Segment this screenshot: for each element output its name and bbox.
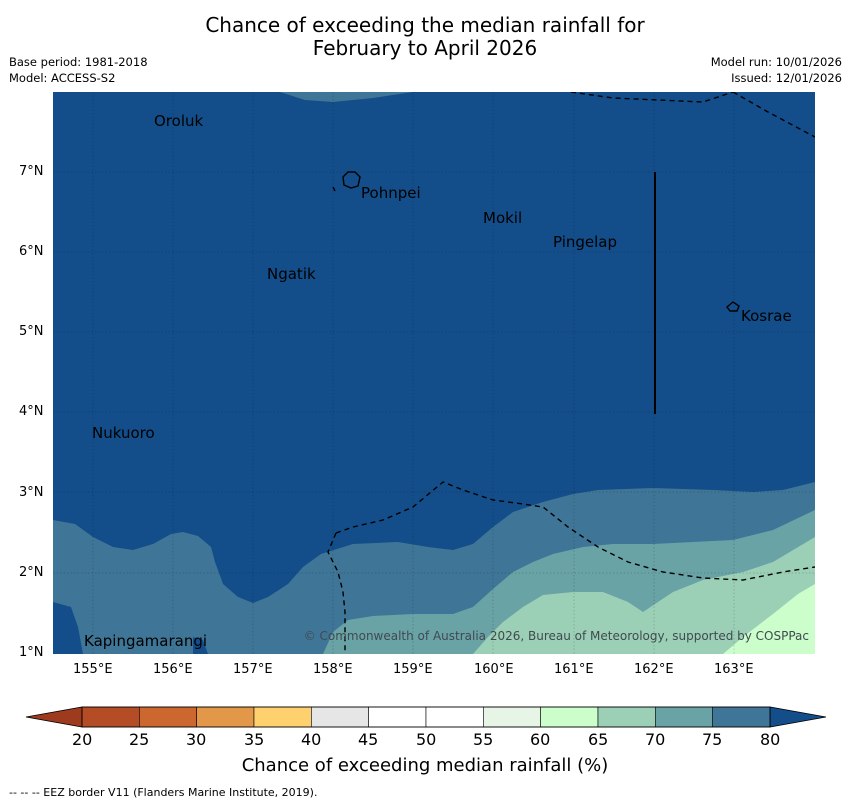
issued-text: Issued: 12/01/2026 [731, 71, 842, 85]
lon-label-162: 162°E [634, 662, 674, 677]
place-mokil: Mokil [483, 209, 522, 227]
colorbar-cell [253, 706, 312, 728]
eez-border [327, 92, 815, 654]
colorbar-title: Chance of exceeding median rainfall (%) [241, 755, 609, 776]
place-nukuoro: Nukuoro [92, 424, 155, 442]
place-oroluk: Oroluk [154, 112, 203, 130]
kapinga-patch-2 [193, 637, 208, 654]
band-60-65 [723, 584, 815, 654]
cbar-tick-50: 50 [416, 730, 437, 749]
band-75-80-top [280, 92, 413, 102]
kosrae-island [726, 301, 740, 312]
cbar-tick-25: 25 [129, 730, 150, 749]
rainfall-map: Oroluk Pohnpei Mokil Pingelap Ngatik Kos… [53, 92, 815, 654]
lat-label-5: 5°N [19, 324, 44, 339]
colorbar-cell [712, 706, 771, 728]
cbar-tick-75: 75 [702, 730, 723, 749]
lat-label-4: 4°N [19, 404, 44, 419]
meta-left: Base period: 1981-2018 Model: ACCESS-S2 [9, 54, 148, 86]
base-period-text: Base period: 1981-2018 [9, 55, 148, 69]
lon-label-161: 161°E [554, 662, 594, 677]
place-pohnpei: Pohnpei [361, 184, 421, 202]
colorbar-high-arrow [769, 706, 827, 728]
colorbar-cell [483, 706, 541, 728]
title-line-1: Chance of exceeding the median rainfall … [205, 13, 645, 37]
colorbar-cell [597, 706, 656, 728]
colorbar-cell [368, 706, 427, 728]
lat-label-7: 7°N [19, 164, 44, 179]
cbar-tick-30: 30 [186, 730, 207, 749]
lon-label-160: 160°E [474, 662, 514, 677]
model-text: Model: ACCESS-S2 [9, 71, 116, 85]
place-pingelap: Pingelap [553, 233, 617, 251]
colorbar-cell [311, 706, 369, 728]
lat-label-1: 1°N [19, 645, 44, 660]
cbar-tick-65: 65 [588, 730, 609, 749]
cbar-tick-20: 20 [72, 730, 93, 749]
colorbar-cell [655, 706, 713, 728]
cbar-tick-55: 55 [473, 730, 494, 749]
colorbar-low-arrow [25, 706, 83, 728]
lat-label-6: 6°N [19, 244, 44, 259]
place-labels: Oroluk Pohnpei Mokil Pingelap Ngatik Kos… [84, 112, 792, 650]
lon-label-155: 155°E [73, 662, 113, 677]
colorbar-cells [81, 706, 771, 728]
cbar-tick-60: 60 [530, 730, 551, 749]
lon-label-158: 158°E [313, 662, 353, 677]
lon-label-157: 157°E [233, 662, 273, 677]
kapinga-patch [53, 602, 83, 654]
lat-label-2: 2°N [19, 565, 44, 580]
place-ngatik: Ngatik [267, 265, 316, 283]
small-islet [332, 186, 336, 192]
cbar-tick-35: 35 [244, 730, 265, 749]
cbar-tick-45: 45 [358, 730, 379, 749]
lat-label-3: 3°N [19, 485, 44, 500]
lon-label-159: 159°E [393, 662, 433, 677]
colorbar-cell [540, 706, 599, 728]
band-65-70 [473, 537, 815, 654]
pohnpei-island [342, 171, 361, 189]
colorbar-cell [425, 706, 484, 728]
colorbar-cell [196, 706, 255, 728]
meta-right: Model run: 10/01/2026 Issued: 12/01/2026 [711, 54, 842, 86]
cbar-tick-80: 80 [760, 730, 781, 749]
eez-footnote: -- -- -- EEZ border V11 (Flanders Marine… [9, 786, 318, 799]
cbar-tick-40: 40 [301, 730, 322, 749]
chart-title: Chance of exceeding the median rainfall … [0, 14, 850, 60]
place-kosrae: Kosrae [741, 307, 792, 325]
lon-label-156: 156°E [153, 662, 193, 677]
island-outlines [332, 171, 740, 312]
cbar-tick-70: 70 [645, 730, 666, 749]
copyright-text: © Commonwealth of Australia 2026, Bureau… [304, 629, 809, 643]
colorbar-cell [81, 706, 140, 728]
colorbar-cell [139, 706, 197, 728]
title-line-2: February to April 2026 [312, 36, 538, 60]
place-kapingamarangi: Kapingamarangi [84, 632, 207, 650]
colorbar [25, 706, 827, 728]
lon-label-163: 163°E [714, 662, 754, 677]
model-run-text: Model run: 10/01/2026 [710, 55, 842, 69]
